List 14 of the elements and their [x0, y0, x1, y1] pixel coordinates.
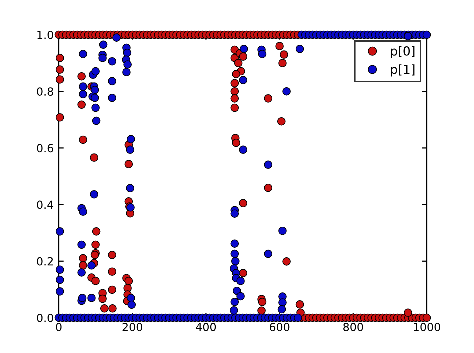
- legend-label: p[1]: [391, 64, 415, 77]
- y-tick-label: 0.4: [37, 200, 54, 210]
- y-tick-label: 1.0: [38, 30, 54, 40]
- y-tick-label: 0.0: [37, 314, 54, 322]
- x-tick-label: 600: [270, 323, 290, 332]
- x-tick-label: 400: [196, 323, 216, 332]
- x-tick-label: 0: [56, 323, 62, 332]
- x-tick-label: 800: [344, 323, 364, 332]
- x-tick-label: 200: [122, 323, 142, 332]
- y-tick-label: 0.2: [37, 257, 54, 266]
- legend-label: p[0]: [391, 46, 415, 58]
- x-tick-label: 1000: [414, 323, 440, 332]
- y-tick-label: 0.8: [37, 88, 54, 96]
- y-tick-label: 0.6: [37, 144, 54, 153]
